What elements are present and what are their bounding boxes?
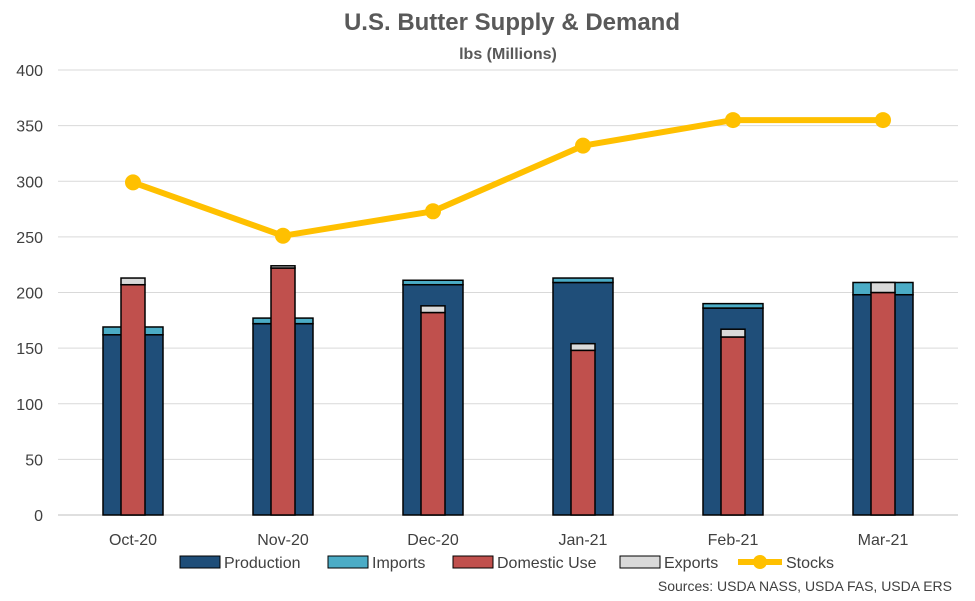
bar-exports (570, 342, 596, 352)
legend-swatch-imports (327, 555, 369, 569)
y-tick-label: 400 (16, 63, 43, 80)
x-tick-label: Mar-21 (858, 532, 909, 549)
legend-swatch-production (179, 555, 221, 569)
bar-exports (870, 281, 896, 294)
x-tick-label: Feb-21 (708, 532, 759, 549)
stocks-line (125, 112, 891, 244)
x-tick-label: Jan-21 (559, 532, 608, 549)
legend: Production Imports Domestic Use Exports Stoc… (179, 555, 834, 572)
bar-exports (720, 328, 746, 338)
bars (102, 265, 914, 516)
legend-swatch-domestic-use (452, 555, 494, 569)
x-tick-label: Oct-20 (109, 532, 157, 549)
y-tick-label: 200 (16, 286, 43, 303)
y-tick-label: 0 (34, 508, 43, 525)
legend-label-production: Production (224, 555, 301, 572)
stocks-point (425, 203, 441, 220)
legend-label-stocks: Stocks (786, 555, 834, 572)
bar-imports (702, 302, 764, 309)
stocks-point (725, 112, 741, 129)
y-tick-label: 250 (16, 230, 43, 247)
legend-label-exports: Exports (664, 555, 718, 572)
bar-exports (270, 265, 296, 269)
bar-domestic-use (270, 267, 296, 516)
gridlines (58, 69, 958, 516)
y-tick-label: 50 (25, 452, 43, 469)
stocks-point (575, 137, 591, 154)
stocks-point (275, 227, 291, 244)
stocks-point (125, 174, 141, 191)
bar-domestic-use (120, 283, 146, 516)
bar-domestic-use (570, 349, 596, 516)
x-axis: Oct-20 Nov-20 Dec-20 Jan-21 Feb-21 Mar-21 (109, 532, 908, 549)
legend-label-domestic-use: Domestic Use (497, 555, 597, 572)
y-tick-label: 300 (16, 174, 43, 191)
chart-subtitle: lbs (Millions) (459, 46, 557, 63)
bar-domestic-use (720, 336, 746, 516)
legend-swatch-exports (619, 555, 661, 569)
stocks-point (875, 112, 891, 129)
legend-label-imports: Imports (372, 555, 425, 572)
legend-marker-stocks (753, 555, 767, 569)
x-tick-label: Nov-20 (257, 532, 309, 549)
y-tick-label: 350 (16, 119, 43, 136)
bar-imports (552, 277, 614, 284)
bar-domestic-use (420, 311, 446, 516)
y-tick-label: 150 (16, 341, 43, 358)
source-note: Sources: USDA NASS, USDA FAS, USDA ERS (658, 578, 952, 594)
bar-imports (402, 279, 464, 286)
stocks-line-path (131, 117, 883, 239)
chart-title: U.S. Butter Supply & Demand (344, 9, 680, 36)
x-tick-label: Dec-20 (407, 532, 459, 549)
bar-exports (420, 305, 446, 314)
y-tick-label: 100 (16, 397, 43, 414)
bar-exports (120, 277, 146, 286)
y-axis: 0 50 100 150 200 250 300 350 400 (16, 63, 43, 525)
bar-domestic-use (870, 291, 896, 516)
